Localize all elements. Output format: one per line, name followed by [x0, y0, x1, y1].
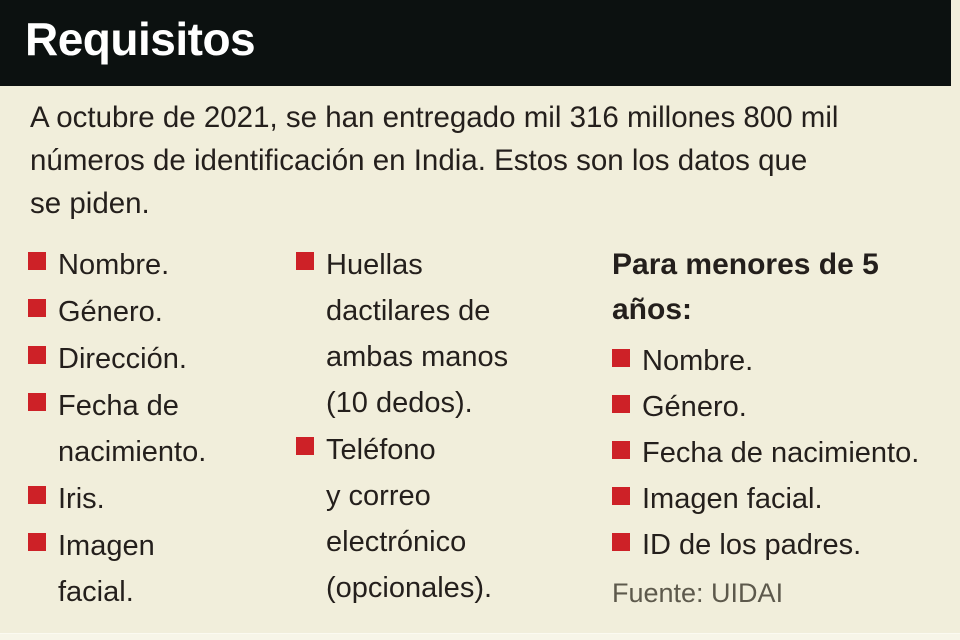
minors-section-heading: Para menores de 5 años:: [612, 248, 879, 326]
bullet-square-icon: [28, 346, 46, 364]
page-title: Requisitos: [25, 13, 256, 65]
list-item: Nombre.: [28, 242, 286, 288]
list-item: Teléfono y correo electrónico (opcionale…: [296, 427, 584, 611]
bullet-square-icon: [28, 393, 46, 411]
bullet-square-icon: [612, 487, 630, 505]
intro-paragraph: A octubre de 2021, se han entregado mil …: [30, 101, 839, 220]
list-item: Iris.: [28, 476, 286, 522]
list-item: Género.: [28, 289, 286, 335]
list-item-label: Huellas dactilares de ambas manos (10 de…: [326, 249, 509, 419]
list-item-label: Fecha de nacimiento.: [58, 390, 207, 468]
bullet-square-icon: [612, 533, 630, 551]
list-item-label: Imagen facial.: [58, 530, 155, 608]
bullet-square-icon: [28, 252, 46, 270]
bullet-square-icon: [612, 349, 630, 367]
bullet-square-icon: [28, 299, 46, 317]
list-item: Fecha de nacimiento.: [612, 431, 960, 476]
list-item: Imagen facial.: [28, 523, 286, 615]
list-item-label: Género.: [642, 391, 747, 423]
header-bar: Requisitos: [0, 0, 951, 86]
list-item: Género.: [612, 385, 960, 430]
bottom-edge-strip: [0, 633, 960, 640]
list-item: Huellas dactilares de ambas manos (10 de…: [296, 242, 584, 426]
list-item: Nombre.: [612, 339, 960, 384]
list-item-label: Teléfono y correo electrónico (opcionale…: [326, 434, 493, 604]
bullet-square-icon: [612, 441, 630, 459]
list-item-label: Nombre.: [642, 345, 754, 377]
list-item-label: Iris.: [58, 483, 105, 515]
list-item: Fecha de nacimiento.: [28, 383, 286, 475]
bullet-square-icon: [296, 437, 314, 455]
column-minors-data: Para menores de 5 años: Nombre. Género. …: [612, 242, 960, 609]
bullet-square-icon: [28, 533, 46, 551]
bullet-square-icon: [612, 395, 630, 413]
list-item-label: Fecha de nacimiento.: [642, 437, 920, 469]
column-general-data: Nombre. Género. Dirección. Fecha de naci…: [28, 242, 286, 616]
column-biometric-data: Huellas dactilares de ambas manos (10 de…: [296, 242, 584, 612]
list-item: Dirección.: [28, 336, 286, 382]
source-credit: Fuente: UIDAI: [612, 578, 784, 608]
list-item: ID de los padres.: [612, 523, 960, 568]
list-item-label: ID de los padres.: [642, 529, 862, 561]
list-item-label: Nombre.: [58, 249, 170, 281]
list-item: Imagen facial.: [612, 477, 960, 522]
list-item-label: Dirección.: [58, 343, 187, 375]
bullet-square-icon: [296, 252, 314, 270]
list-item-label: Imagen facial.: [642, 483, 823, 515]
bullet-square-icon: [28, 486, 46, 504]
list-item-label: Género.: [58, 296, 163, 328]
